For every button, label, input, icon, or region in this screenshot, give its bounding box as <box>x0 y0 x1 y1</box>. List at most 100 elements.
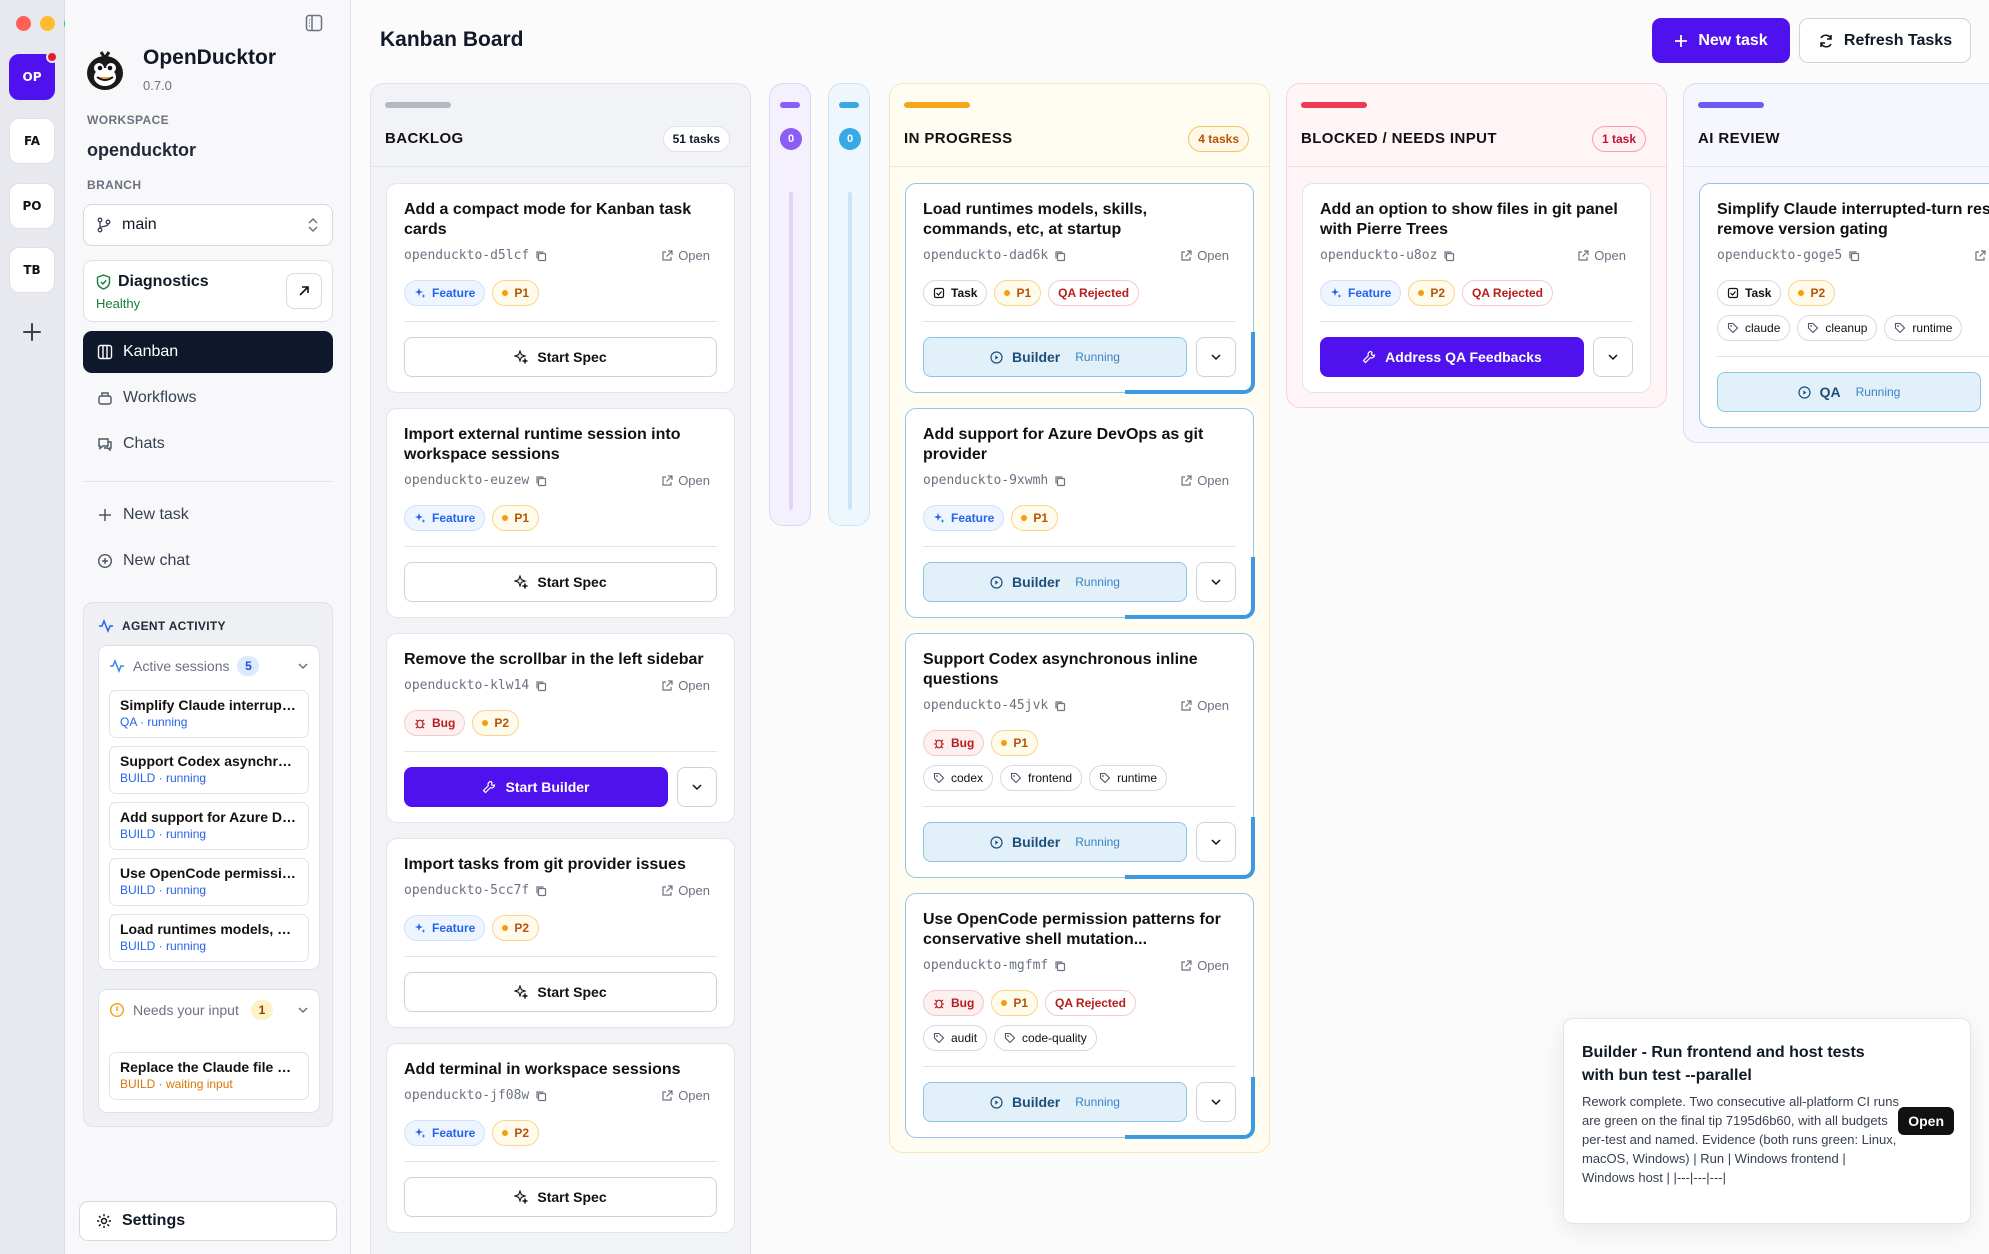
tag-label: P2 <box>494 716 510 730</box>
task-card[interactable]: Load runtimes models, skills, commands, … <box>905 183 1255 394</box>
address-qa-feedbacks-button[interactable]: Address QA Feedbacks <box>1320 337 1584 377</box>
session-item[interactable]: Use OpenCode permission patterns for con… <box>109 858 309 906</box>
toggle-sidebar-button[interactable] <box>305 14 323 32</box>
open-task-link[interactable]: Open <box>1180 958 1229 973</box>
sparkles-icon <box>934 513 945 523</box>
open-label: Open <box>678 883 710 898</box>
settings-button[interactable]: Settings <box>79 1201 337 1241</box>
task-card[interactable]: Support Codex asynchronous inline questi… <box>905 633 1255 879</box>
nav-workflows[interactable]: Workflows <box>83 377 333 419</box>
task-card[interactable]: Remove the scrollbar in the left sidebar… <box>386 633 735 823</box>
task-id[interactable]: openduckto-u8oz <box>1320 248 1455 263</box>
column-collapsed-1[interactable]: 0 <box>769 83 811 526</box>
column-count-badge: 4 tasks <box>1188 126 1249 152</box>
task-id-text: openduckto-jf08w <box>404 1088 530 1103</box>
builder-options-button[interactable] <box>1593 337 1633 377</box>
task-card[interactable]: Add terminal in workspace sessions opend… <box>386 1043 735 1233</box>
open-task-link[interactable]: Open <box>661 678 710 693</box>
alert-circle-icon <box>109 1002 125 1018</box>
start-spec-button[interactable]: Start Spec <box>404 562 717 602</box>
builder-session-button[interactable]: Builder Running <box>923 1082 1187 1122</box>
builder-options-button[interactable] <box>1196 562 1236 602</box>
session-item[interactable]: Simplify Claude interrupted-turn resume … <box>109 690 309 738</box>
task-card[interactable]: Add a compact mode for Kanban task cards… <box>386 183 735 393</box>
task-id[interactable]: openduckto-mgfmf <box>923 958 1066 973</box>
add-workspace-button[interactable] <box>20 320 44 344</box>
task-id[interactable]: openduckto-jf08w <box>404 1088 547 1103</box>
session-item[interactable]: Replace the Claude file picker BUILD · wa… <box>109 1052 309 1100</box>
open-task-link[interactable]: Open <box>1180 248 1229 263</box>
kanban-icon <box>97 344 113 360</box>
workspace-switch-op[interactable]: OP <box>9 51 58 100</box>
open-task-link[interactable]: Open <box>661 473 710 488</box>
workspace-switch-tb[interactable]: TB <box>9 247 55 293</box>
builder-session-button[interactable]: Builder Running <box>923 822 1187 862</box>
builder-options-button[interactable] <box>1196 1082 1236 1122</box>
toast-open-button[interactable]: Open <box>1898 1107 1954 1135</box>
session-item[interactable]: Add support for Azure DevOps as git prov… <box>109 802 309 850</box>
builder-session-button[interactable]: Builder Running <box>923 562 1187 602</box>
open-task-link[interactable]: Open <box>661 1088 710 1103</box>
session-title: Add support for Azure DevOps as git prov… <box>120 809 298 825</box>
open-task-link[interactable]: Open <box>1974 248 1989 263</box>
open-task-link[interactable]: Open <box>1180 698 1229 713</box>
builder-options-button[interactable] <box>1196 822 1236 862</box>
builder-session-button[interactable]: Builder Running <box>923 337 1187 377</box>
refresh-tasks-button[interactable]: Refresh Tasks <box>1799 18 1971 63</box>
close-window-button[interactable] <box>16 16 31 31</box>
workspace-switch-po[interactable]: PO <box>9 183 55 229</box>
sparkles-icon <box>514 1190 529 1204</box>
type-tag: Feature <box>404 280 486 306</box>
qa-session-button[interactable]: QA Running <box>1717 372 1981 412</box>
action-label: New chat <box>123 552 190 569</box>
task-id[interactable]: openduckto-goge5 <box>1717 248 1860 263</box>
task-id[interactable]: openduckto-45jvk <box>923 698 1066 713</box>
task-card[interactable]: Simplify Claude interrupted-turn resume … <box>1699 183 1989 428</box>
task-card[interactable]: Import external runtime session into wor… <box>386 408 735 618</box>
start-spec-button[interactable]: Start Spec <box>404 337 717 377</box>
branch-select[interactable]: main <box>83 204 333 246</box>
task-id[interactable]: openduckto-5cc7f <box>404 883 547 898</box>
open-task-link[interactable]: Open <box>661 248 710 263</box>
minimize-window-button[interactable] <box>40 16 55 31</box>
activity-icon <box>99 619 113 633</box>
active-sessions-header[interactable]: Active sessions 5 <box>109 656 309 676</box>
session-item[interactable]: Support Codex asynchronous inline questi… <box>109 746 309 794</box>
main-area: Kanban Board New task Refresh Tasks BACK… <box>351 0 1989 1254</box>
open-label: Open <box>678 473 710 488</box>
chat-plus-icon <box>97 553 113 569</box>
open-diagnostics-button[interactable] <box>286 273 322 309</box>
new-task-button[interactable]: New task <box>1652 18 1790 63</box>
task-id[interactable]: openduckto-9xwmh <box>923 473 1066 488</box>
column-collapsed-2[interactable]: 0 <box>828 83 870 526</box>
task-id[interactable]: openduckto-d5lcf <box>404 248 547 263</box>
open-task-link[interactable]: Open <box>661 883 710 898</box>
chat-icon <box>98 438 112 452</box>
task-card[interactable]: Import tasks from git provider issues op… <box>386 838 735 1028</box>
builder-options-button[interactable] <box>1196 337 1236 377</box>
start-builder-button[interactable]: Start Builder <box>404 767 668 807</box>
open-task-link[interactable]: Open <box>1180 473 1229 488</box>
workspace-switch-fa[interactable]: FA <box>9 118 55 164</box>
needs-input-header[interactable]: Needs your input 1 <box>109 1000 309 1020</box>
app-logo <box>83 46 127 92</box>
task-card[interactable]: Add an option to show files in git panel… <box>1302 183 1651 393</box>
new-task-link[interactable]: New task <box>83 494 333 536</box>
task-id[interactable]: openduckto-klw14 <box>404 678 547 693</box>
task-id[interactable]: openduckto-euzew <box>404 473 547 488</box>
task-id[interactable]: openduckto-dad6k <box>923 248 1066 263</box>
task-card[interactable]: Add support for Azure DevOps as git prov… <box>905 408 1255 619</box>
nav-kanban[interactable]: Kanban <box>83 331 333 373</box>
type-tag: Bug <box>923 730 985 756</box>
type-tag: Feature <box>923 505 1005 531</box>
builder-options-button[interactable] <box>677 767 717 807</box>
start-spec-button[interactable]: Start Spec <box>404 972 717 1012</box>
start-spec-button[interactable]: Start Spec <box>404 1177 717 1217</box>
open-task-link[interactable]: Open <box>1577 248 1626 263</box>
nav-chats[interactable]: Chats <box>83 423 333 465</box>
task-card[interactable]: Use OpenCode permission patterns for con… <box>905 893 1255 1139</box>
session-item[interactable]: Load runtimes models, skills, commands, … <box>109 914 309 962</box>
agent-activity-title: AGENT ACTIVITY <box>122 619 226 633</box>
new-chat-link[interactable]: New chat <box>83 540 333 582</box>
divider <box>1287 166 1666 167</box>
